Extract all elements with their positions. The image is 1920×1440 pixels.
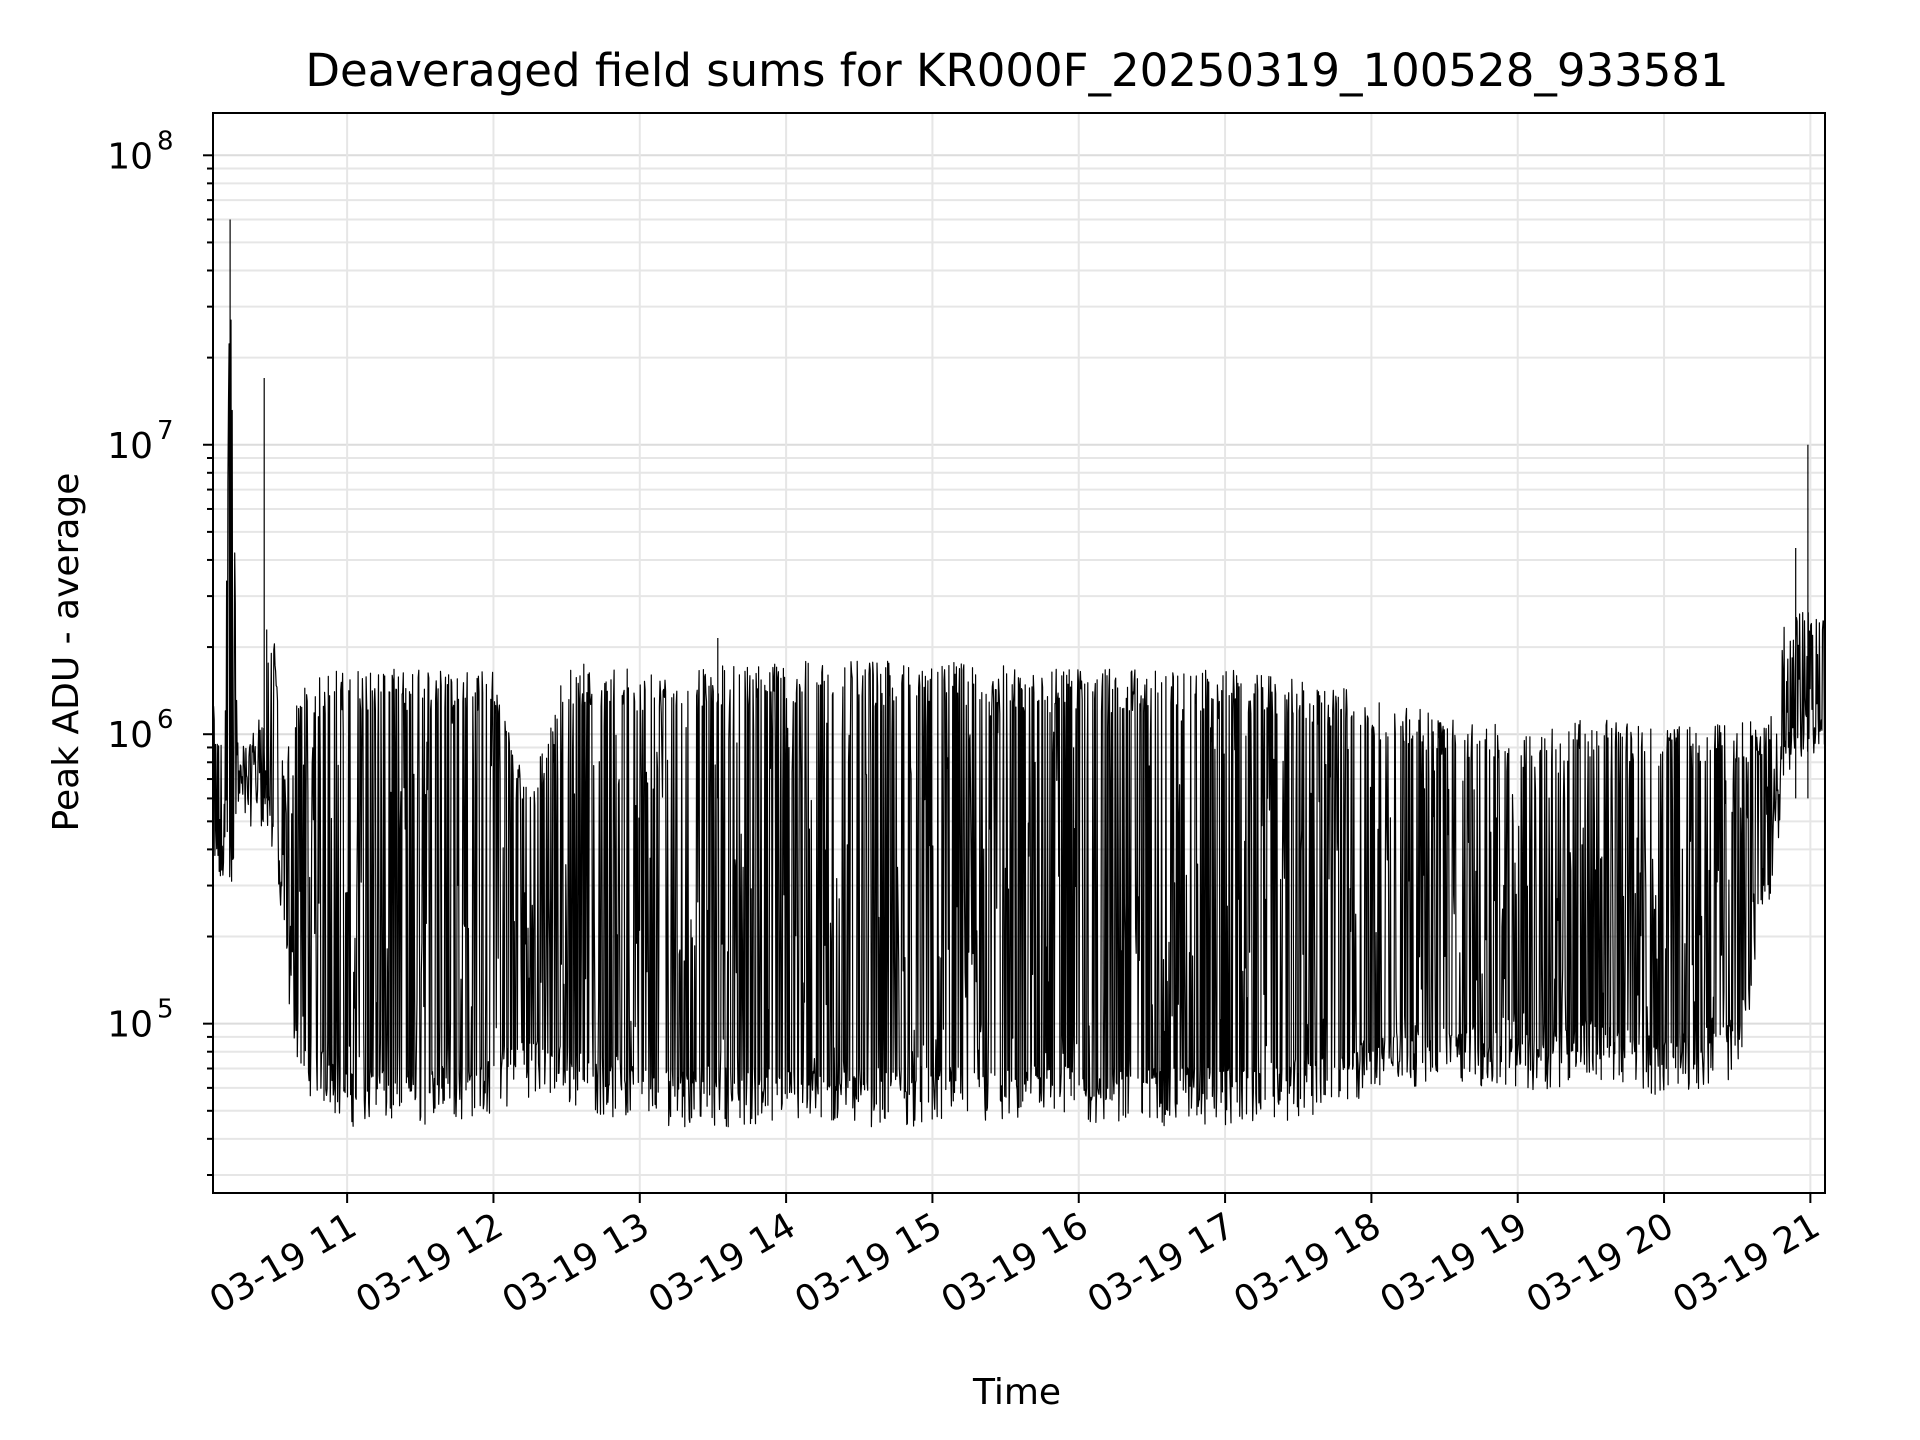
y-tick-label: 10	[107, 426, 153, 467]
plot-frame	[212, 112, 1826, 1194]
y-tick-exponent: 7	[157, 416, 174, 446]
y-tick-exponent: 6	[157, 705, 174, 735]
y-axis-label: Peak ADU - average	[46, 473, 87, 832]
y-tick-exponent: 5	[157, 995, 174, 1025]
y-tick-label: 10	[107, 136, 153, 177]
y-tick-exponent: 8	[157, 126, 174, 156]
chart-title: Deaveraged field sums for KR000F_2025031…	[305, 44, 1728, 97]
y-tick-label: 10	[107, 1005, 153, 1046]
series-line	[212, 157, 1826, 1128]
x-axis-label: Time	[972, 1372, 1061, 1413]
data-line	[212, 157, 1826, 1128]
y-tick-label: 10	[107, 715, 153, 756]
